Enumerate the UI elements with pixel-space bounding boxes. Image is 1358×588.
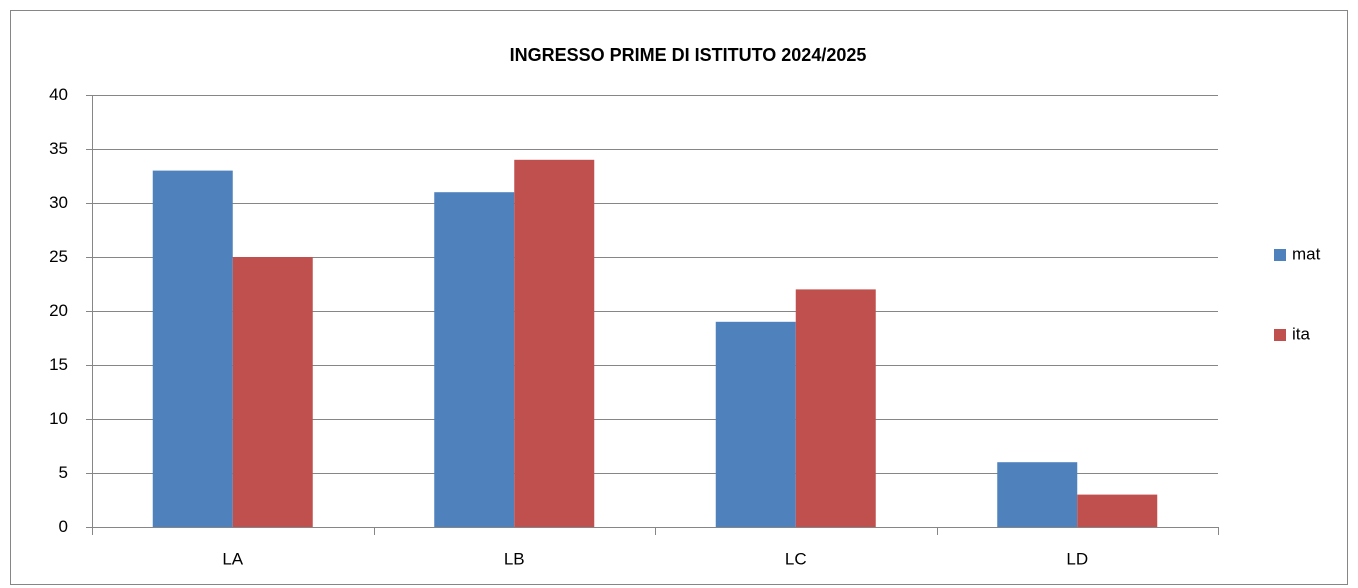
y-tick-label: 30 (49, 193, 68, 212)
bar (715, 321, 796, 527)
y-tick-label: 40 (49, 85, 68, 104)
y-tick-label: 10 (49, 409, 68, 428)
bar (434, 192, 515, 527)
legend-swatch (1274, 249, 1286, 261)
bar (1077, 494, 1158, 527)
y-tick-label: 15 (49, 355, 68, 374)
y-tick-label: 5 (59, 463, 68, 482)
x-tick-label: LB (504, 549, 525, 568)
legend-label: mat (1292, 244, 1321, 263)
legend-swatch (1274, 329, 1286, 341)
bar (997, 462, 1078, 527)
y-tick-label: 35 (49, 139, 68, 158)
x-tick-label: LA (222, 549, 243, 568)
y-tick-label: 25 (49, 247, 68, 266)
legend-label: ita (1292, 324, 1311, 343)
chart-title: INGRESSO PRIME DI ISTITUTO 2024/2025 (510, 45, 867, 65)
bar (795, 289, 876, 527)
bar (232, 257, 313, 527)
y-tick-label: 0 (59, 517, 68, 536)
x-tick-label: LC (785, 549, 807, 568)
bar (152, 170, 233, 527)
y-tick-label: 20 (49, 301, 68, 320)
x-tick-label: LD (1066, 549, 1088, 568)
bar (514, 159, 595, 528)
